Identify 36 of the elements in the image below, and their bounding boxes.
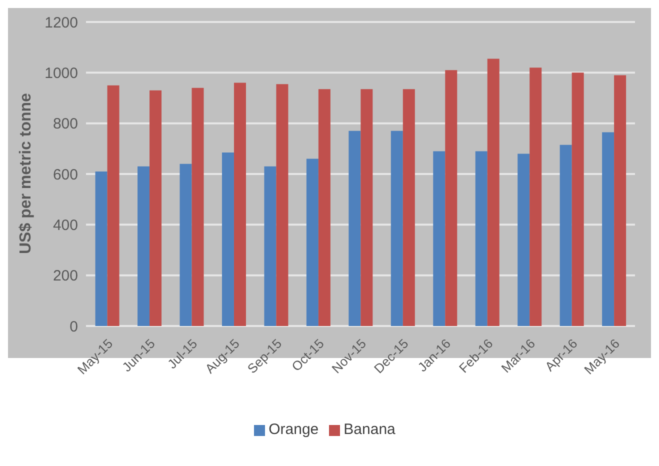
bar bbox=[180, 164, 192, 326]
bar bbox=[390, 130, 403, 326]
bar bbox=[192, 88, 204, 326]
bar bbox=[264, 166, 276, 326]
bar bbox=[475, 151, 488, 326]
bar bbox=[402, 89, 415, 326]
bar bbox=[445, 70, 458, 326]
bar bbox=[348, 130, 361, 326]
legend-label: Orange bbox=[268, 421, 319, 438]
y-tick-label: 800 bbox=[52, 116, 78, 133]
bar bbox=[560, 144, 572, 326]
y-tick-label: 1200 bbox=[44, 14, 78, 32]
bar bbox=[107, 85, 120, 326]
y-tick-label: 0 bbox=[70, 318, 78, 336]
y-tick-label: 200 bbox=[52, 268, 78, 285]
bar bbox=[138, 166, 150, 326]
bar bbox=[360, 89, 373, 326]
y-tick-label: 600 bbox=[52, 166, 78, 184]
y-axis-title: US$ per metric tonne bbox=[18, 92, 35, 254]
bar bbox=[572, 72, 584, 326]
y-tick-label: 1000 bbox=[44, 64, 78, 82]
bar bbox=[150, 90, 162, 326]
bar bbox=[518, 154, 530, 326]
bar bbox=[602, 132, 614, 326]
bar bbox=[433, 151, 446, 326]
bar bbox=[487, 58, 500, 326]
bar bbox=[234, 82, 246, 326]
bar bbox=[276, 84, 288, 326]
bar bbox=[318, 89, 330, 326]
bar bbox=[222, 152, 234, 326]
bar bbox=[95, 171, 108, 326]
bar bbox=[614, 75, 626, 326]
legend-label: Banana bbox=[344, 421, 396, 438]
bar bbox=[530, 68, 542, 326]
y-tick-label: 400 bbox=[52, 216, 78, 234]
bar bbox=[306, 158, 318, 326]
